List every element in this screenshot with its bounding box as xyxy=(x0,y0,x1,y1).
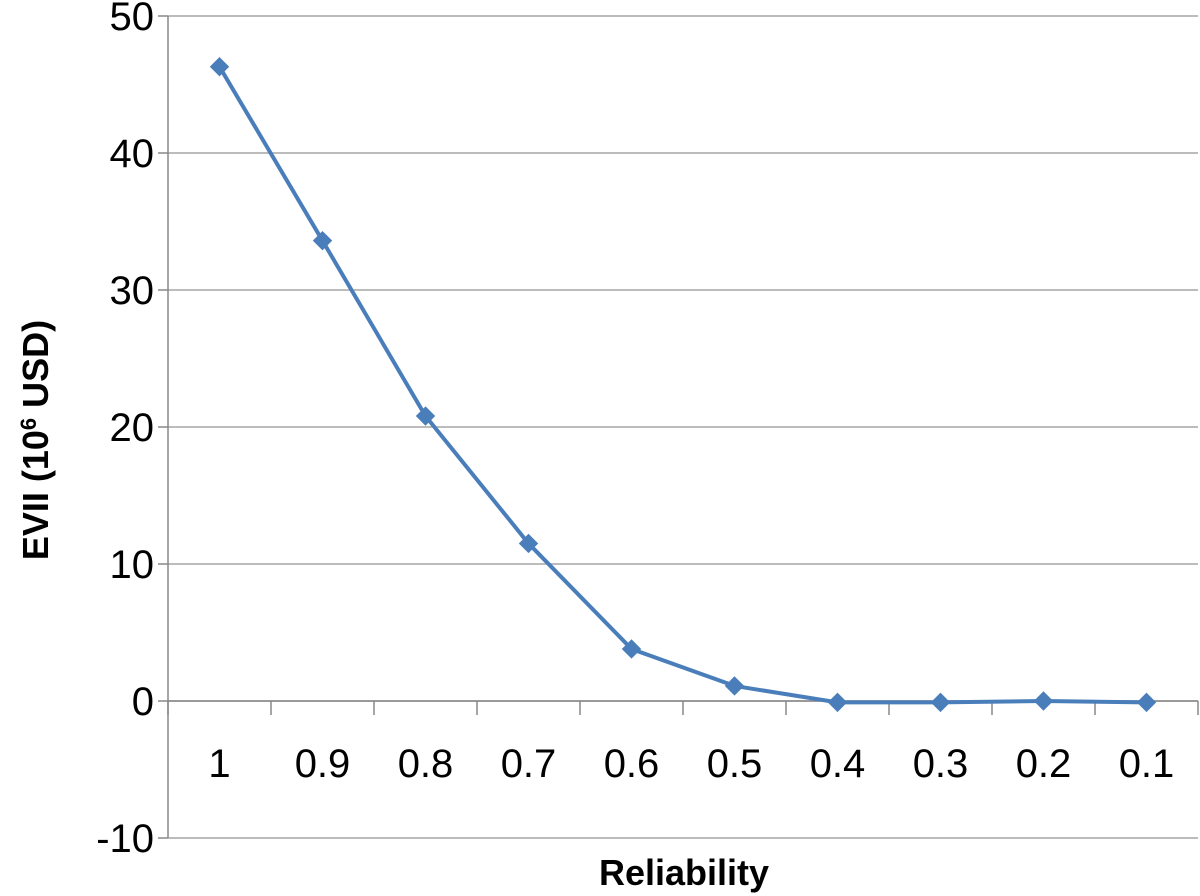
x-tick-label: 0.8 xyxy=(398,742,454,786)
x-tick-label: 0.3 xyxy=(913,742,969,786)
data-point-marker xyxy=(312,230,333,251)
x-tick-label: 1 xyxy=(208,742,230,786)
x-tick-label: 0.9 xyxy=(295,742,351,786)
data-point-marker xyxy=(209,56,230,77)
x-tick-label: 0.7 xyxy=(501,742,557,786)
x-tick-label: 0.1 xyxy=(1119,742,1175,786)
y-tick-label: 50 xyxy=(110,0,155,39)
x-tick-label: 0.5 xyxy=(707,742,763,786)
series-line xyxy=(217,65,1147,705)
x-tick-label: 0.4 xyxy=(810,742,866,786)
y-axis-title-main: EVII (10 xyxy=(15,430,56,560)
data-point-marker xyxy=(930,692,951,713)
y-axis-title-superscript: 6 xyxy=(16,418,41,430)
y-tick-label: -10 xyxy=(96,817,154,861)
y-tick-label: 20 xyxy=(110,406,155,450)
y-tick-label: 0 xyxy=(132,680,154,724)
y-tick-label: 40 xyxy=(110,132,155,176)
data-point-marker xyxy=(827,692,848,713)
y-tick-label: 30 xyxy=(110,269,155,313)
y-axis-title-tail: USD) xyxy=(15,320,56,418)
data-point-marker xyxy=(621,639,642,659)
data-point-marker xyxy=(724,676,745,696)
y-tick-labels: -10 0 10 20 30 40 50 xyxy=(96,0,154,861)
x-axis-title: Reliability xyxy=(599,852,769,893)
y-axis-title: EVII (106 USD) xyxy=(15,320,56,560)
data-series xyxy=(209,56,1157,713)
data-point-marker xyxy=(1136,692,1157,713)
y-tick-label: 10 xyxy=(110,543,155,587)
data-point-marker xyxy=(1033,691,1054,711)
data-point-marker xyxy=(415,406,436,426)
x-tick-labels: 1 0.9 0.8 0.7 0.6 0.5 0.4 0.3 0.2 0.1 xyxy=(208,742,1174,786)
x-tick-label: 0.2 xyxy=(1016,742,1072,786)
x-tick-label: 0.6 xyxy=(604,742,660,786)
data-point-marker xyxy=(518,533,539,554)
